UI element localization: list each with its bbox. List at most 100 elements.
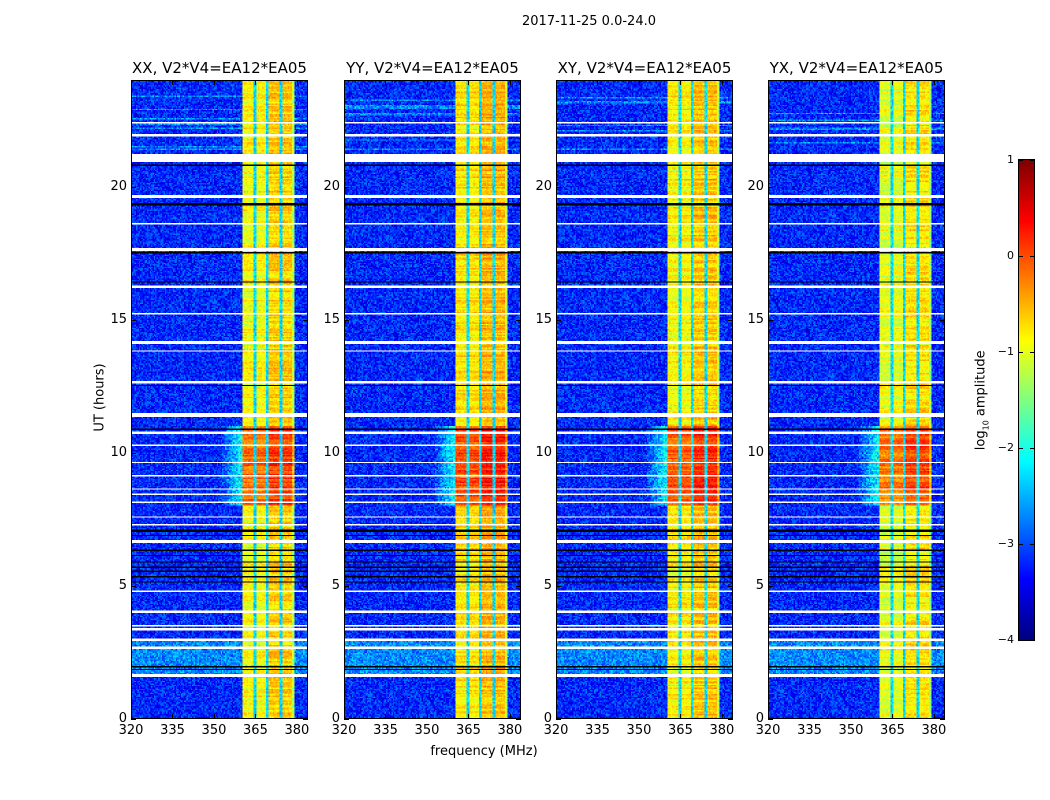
x-tick-mark-top <box>385 80 387 85</box>
colorbar-tick-mark-right <box>1030 352 1034 353</box>
x-tick-label: 365 <box>668 723 693 738</box>
x-tick-mark-top <box>809 80 811 85</box>
colorbar-tick-mark-right <box>1030 256 1034 257</box>
x-tick-mark-top <box>255 80 257 85</box>
colorbar-label-sub: 10 <box>981 420 991 431</box>
y-tick-mark <box>556 452 561 454</box>
panel-title: YX, V2*V4=EA12*EA05 <box>769 59 944 77</box>
heatmap-panel-yx <box>768 80 945 719</box>
x-tick-label: 380 <box>921 723 947 738</box>
y-tick-label: 20 <box>323 178 340 194</box>
x-tick-label: 335 <box>160 723 185 738</box>
x-tick-mark <box>809 714 811 719</box>
y-tick-label: 10 <box>747 444 764 460</box>
y-axis-label: UT (hours) <box>92 363 108 432</box>
x-tick-mark <box>426 714 428 719</box>
y-tick-label: 20 <box>110 178 127 194</box>
heatmap-cells <box>345 81 520 718</box>
y-tick-mark <box>556 186 561 188</box>
x-tick-mark-top <box>850 80 852 85</box>
y-tick-label: 5 <box>118 577 127 593</box>
x-tick-mark-top <box>933 80 935 85</box>
y-tick-mark-right <box>516 719 521 720</box>
y-tick-mark <box>768 585 773 587</box>
y-tick-label: 0 <box>331 711 340 726</box>
x-tick-label: 350 <box>414 723 440 738</box>
y-tick-mark-right <box>940 585 945 587</box>
x-tick-label: 365 <box>243 723 268 738</box>
panel-title: YY, V2*V4=EA12*EA05 <box>346 59 519 77</box>
y-tick-mark <box>131 319 136 321</box>
colorbar-tick-mark <box>1019 160 1023 161</box>
x-tick-mark-top <box>597 80 599 85</box>
x-tick-mark-top <box>638 80 640 85</box>
x-tick-mark <box>468 714 470 719</box>
x-tick-mark <box>638 714 640 719</box>
x-tick-label: 350 <box>838 723 864 738</box>
x-tick-mark <box>768 714 769 719</box>
x-tick-mark-top <box>172 80 174 85</box>
x-tick-mark-top <box>296 80 298 85</box>
y-tick-mark <box>556 719 561 720</box>
colorbar <box>1018 159 1035 641</box>
colorbar-tick-label: −4 <box>997 633 1014 646</box>
y-tick-mark-right <box>940 186 945 188</box>
x-tick-label: 335 <box>585 723 610 738</box>
colorbar-tick-mark <box>1019 640 1023 641</box>
x-tick-label: 380 <box>497 723 523 738</box>
x-tick-label: 320 <box>118 723 144 738</box>
y-tick-mark <box>131 452 136 454</box>
x-tick-mark <box>680 714 682 719</box>
y-tick-mark-right <box>728 585 733 587</box>
y-tick-label: 0 <box>118 711 127 726</box>
x-tick-mark <box>933 714 935 719</box>
x-tick-label: 320 <box>543 723 569 738</box>
x-tick-mark <box>131 714 132 719</box>
x-tick-mark-top <box>131 80 132 85</box>
y-tick-label: 5 <box>755 577 764 593</box>
heatmap-cells <box>769 81 944 718</box>
colorbar-tick-mark <box>1019 352 1023 353</box>
x-tick-label: 335 <box>373 723 398 738</box>
x-tick-mark <box>213 714 215 719</box>
y-tick-mark-right <box>303 319 308 321</box>
x-tick-mark <box>255 714 257 719</box>
colorbar-tick-mark-right <box>1030 160 1034 161</box>
x-tick-mark <box>344 714 345 719</box>
heatmap-cells <box>557 81 732 718</box>
x-tick-label: 380 <box>709 723 735 738</box>
x-tick-mark-top <box>556 80 557 85</box>
y-tick-label: 20 <box>535 178 552 194</box>
x-tick-mark-top <box>768 80 769 85</box>
heatmap-panel-xy <box>556 80 733 719</box>
y-tick-mark <box>344 452 349 454</box>
y-tick-label: 15 <box>747 311 764 327</box>
x-tick-label: 380 <box>284 723 310 738</box>
y-tick-mark <box>768 186 773 188</box>
y-tick-label: 10 <box>110 444 127 460</box>
y-tick-mark-right <box>303 186 308 188</box>
x-tick-mark-top <box>509 80 511 85</box>
colorbar-tick-mark <box>1019 256 1023 257</box>
y-tick-mark-right <box>516 319 521 321</box>
x-tick-mark <box>892 714 894 719</box>
y-tick-label: 5 <box>543 577 552 593</box>
colorbar-tick-mark-right <box>1030 544 1034 545</box>
x-tick-label: 365 <box>456 723 481 738</box>
y-tick-mark <box>768 319 773 321</box>
y-tick-mark-right <box>728 319 733 321</box>
x-tick-label: 320 <box>755 723 781 738</box>
y-tick-label: 15 <box>110 311 127 327</box>
y-tick-mark <box>344 186 349 188</box>
y-tick-mark <box>344 319 349 321</box>
y-tick-mark <box>131 186 136 188</box>
y-tick-mark-right <box>303 719 308 720</box>
x-tick-label: 335 <box>797 723 822 738</box>
x-tick-label: 365 <box>880 723 905 738</box>
y-tick-mark-right <box>728 186 733 188</box>
x-tick-label: 350 <box>201 723 227 738</box>
heatmap-panel-xx <box>131 80 308 719</box>
x-tick-mark-top <box>468 80 470 85</box>
heatmap-cells <box>132 81 307 718</box>
panel-title: XY, V2*V4=EA12*EA05 <box>557 59 732 77</box>
